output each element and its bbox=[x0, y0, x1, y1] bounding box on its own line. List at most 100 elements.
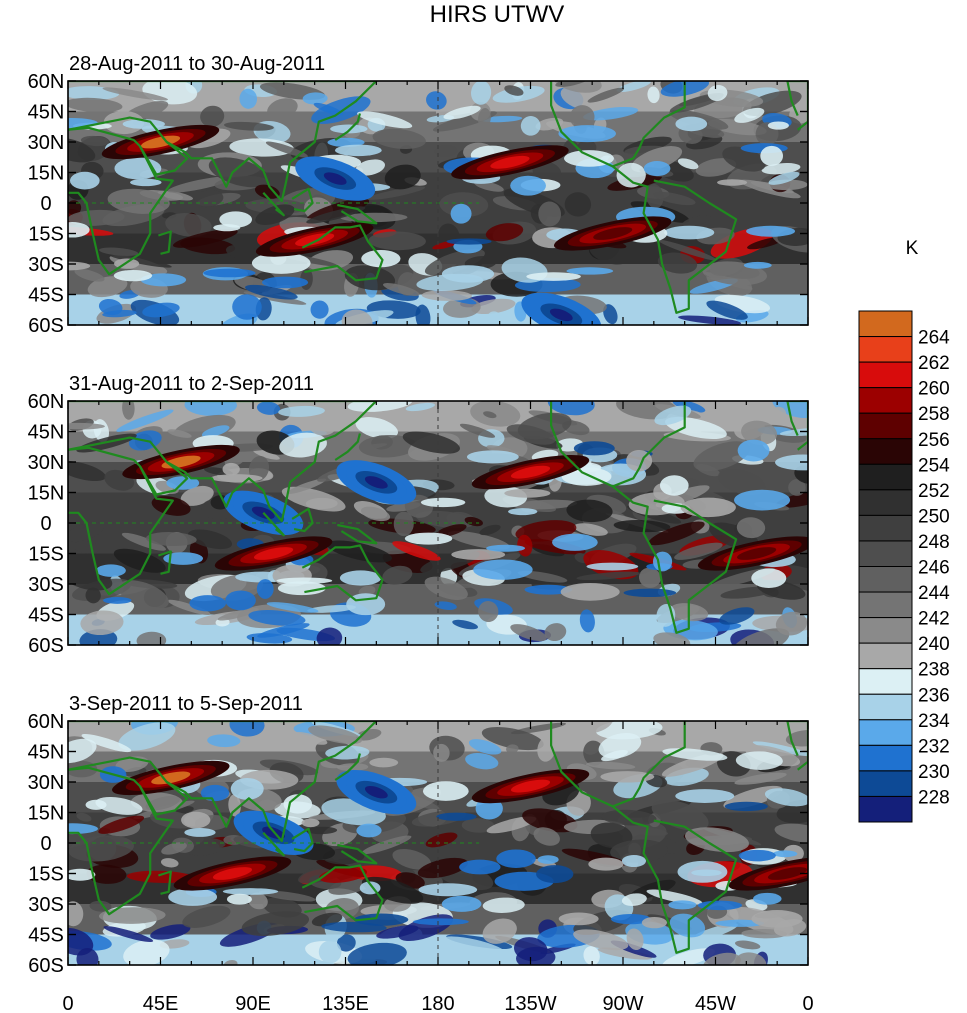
field-contour bbox=[573, 929, 629, 951]
field-contour bbox=[510, 175, 546, 196]
y-tick-label: 0 bbox=[40, 833, 51, 855]
field-contour bbox=[108, 253, 172, 268]
y-tick-label: 15S bbox=[28, 544, 64, 566]
field-contour bbox=[326, 540, 393, 563]
coastline bbox=[262, 832, 285, 857]
field-contour bbox=[281, 486, 346, 512]
field-contour bbox=[228, 794, 241, 817]
field-contour bbox=[251, 252, 311, 274]
field-contour bbox=[547, 401, 595, 416]
field-contour bbox=[369, 757, 399, 768]
colorbar-swatch bbox=[858, 795, 913, 823]
colorbar-level-label: 254 bbox=[918, 455, 950, 476]
field-contour bbox=[772, 850, 798, 858]
field-contour bbox=[724, 801, 768, 812]
coastline bbox=[334, 433, 361, 461]
field-contour bbox=[433, 743, 450, 762]
colorbar: K 264 262 260 258 256 254 252 250 248 246 244 242 24… bbox=[858, 238, 950, 823]
field-contour bbox=[76, 812, 92, 822]
field-contour bbox=[68, 97, 123, 113]
field-contour bbox=[654, 405, 692, 426]
colorbar-level-label: 244 bbox=[918, 583, 950, 604]
field-contour bbox=[276, 577, 333, 584]
field-contour bbox=[785, 729, 808, 747]
warm-anomaly bbox=[500, 158, 520, 166]
field-contour bbox=[741, 420, 778, 445]
field-contour bbox=[307, 604, 356, 613]
x-tick-label: 0 bbox=[802, 993, 813, 1013]
warm-anomaly bbox=[222, 869, 243, 878]
coastline bbox=[68, 721, 378, 843]
field-contour bbox=[533, 827, 560, 846]
field-contour bbox=[382, 283, 420, 296]
field-contour bbox=[526, 272, 581, 281]
field-contour bbox=[200, 784, 230, 802]
field-contour bbox=[481, 115, 523, 123]
coastline bbox=[262, 512, 285, 537]
y-tick-label: 45S bbox=[28, 285, 64, 307]
x-tick-label: 45E bbox=[143, 993, 179, 1013]
field-contour bbox=[579, 609, 595, 633]
field-contour bbox=[421, 290, 472, 301]
cold-anomaly bbox=[549, 308, 573, 322]
field-contour bbox=[639, 567, 661, 588]
field-contour bbox=[357, 111, 413, 129]
field-contour bbox=[122, 401, 135, 420]
field-contour bbox=[616, 162, 646, 188]
field-contour bbox=[471, 81, 492, 105]
warm-anomaly bbox=[520, 468, 541, 476]
field-contour bbox=[424, 248, 485, 276]
field-contour bbox=[595, 721, 663, 740]
field-contour bbox=[103, 926, 154, 943]
coastline bbox=[612, 165, 738, 314]
field-contour bbox=[461, 818, 495, 833]
field-contour bbox=[435, 524, 467, 538]
field-contour bbox=[734, 107, 765, 123]
y-tick-label: 0 bbox=[40, 193, 51, 215]
field-contour bbox=[446, 238, 492, 245]
cold-anomaly bbox=[251, 506, 275, 520]
field-contour bbox=[657, 239, 717, 261]
field-contour bbox=[150, 924, 191, 940]
colorbar-level-label: 260 bbox=[918, 379, 950, 400]
field-contour bbox=[564, 150, 614, 167]
colorbar-swatch bbox=[858, 566, 913, 593]
colorbar-level-label: 238 bbox=[918, 660, 950, 681]
field-contour bbox=[573, 523, 608, 536]
field-contour bbox=[382, 565, 413, 585]
y-tick-label: 60N bbox=[28, 711, 65, 733]
cold-anomaly bbox=[323, 172, 347, 185]
field-contour bbox=[123, 939, 170, 965]
field-contour bbox=[157, 190, 194, 201]
field-contour bbox=[610, 839, 668, 863]
field-contour bbox=[647, 86, 660, 104]
field-contour bbox=[685, 827, 749, 853]
y-tick-label: 30S bbox=[28, 254, 64, 276]
field-contour bbox=[253, 449, 280, 460]
field-contour bbox=[478, 601, 499, 622]
colorbar-swatch bbox=[858, 412, 913, 440]
field-contour bbox=[471, 298, 516, 315]
field-contour bbox=[99, 247, 139, 256]
field-contour bbox=[257, 623, 310, 638]
field-contour bbox=[353, 913, 409, 926]
cold-anomaly bbox=[364, 476, 388, 489]
field-contour bbox=[558, 125, 616, 143]
coastline bbox=[68, 126, 174, 276]
field-contour bbox=[267, 98, 298, 120]
field-contour bbox=[95, 564, 126, 577]
coastline bbox=[786, 81, 808, 131]
field-contour bbox=[597, 618, 633, 639]
field-contour bbox=[452, 619, 478, 630]
field-contour bbox=[302, 92, 328, 105]
field-contour bbox=[118, 722, 176, 751]
field-contour bbox=[318, 940, 342, 964]
colorbar-level-label: 262 bbox=[918, 353, 950, 374]
field-contour bbox=[248, 455, 270, 482]
field-contour bbox=[693, 441, 751, 472]
field-contour bbox=[68, 209, 125, 226]
field-contour bbox=[447, 531, 510, 550]
y-tick-label: 45S bbox=[28, 925, 64, 947]
